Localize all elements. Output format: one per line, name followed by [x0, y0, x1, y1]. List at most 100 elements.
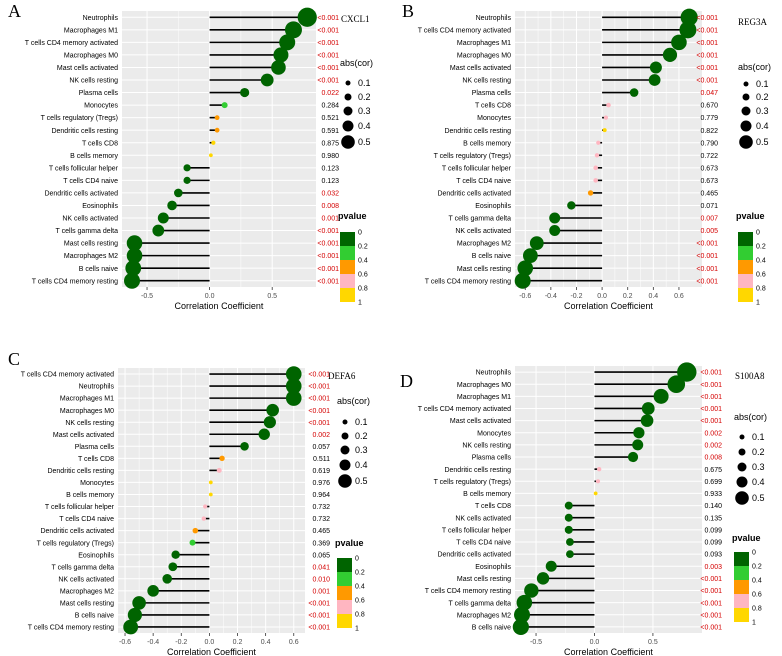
size-legend: abs(cor) 0.1 0.2 0.3 0.4 0.5 — [340, 58, 373, 149]
color-legend-title: pvalue — [338, 211, 367, 221]
x-tick-label: -0.2 — [175, 639, 187, 646]
pvalue-label: 0.591 — [321, 128, 339, 135]
lollipop-point — [627, 451, 639, 463]
lollipop-point — [662, 47, 678, 63]
category-label: Macrophages M2 — [457, 612, 511, 619]
category-label: Mast cells resting — [457, 576, 511, 583]
category-label: NK cells activated — [455, 515, 511, 522]
color-legend-swatch — [734, 566, 749, 580]
color-legend-label: 0.6 — [756, 272, 766, 279]
color-legend-label: 0 — [752, 550, 756, 557]
lollipop-point — [201, 516, 206, 521]
size-legend-dot — [342, 419, 348, 425]
category-label: Neutrophils — [79, 384, 115, 391]
category-label: T cells CD4 memory resting — [425, 588, 511, 595]
category-label: Monocytes — [80, 480, 114, 487]
lollipop-point — [126, 247, 143, 264]
category-label: T cells CD4 naive — [63, 178, 118, 185]
lollipop-point — [266, 403, 279, 417]
pvalue-label: 0.099 — [704, 540, 722, 547]
lollipop-point — [594, 153, 600, 158]
lollipop-point — [602, 128, 607, 133]
pvalue-label: <0.001 — [308, 396, 330, 403]
pvalue-label: 0.673 — [700, 178, 718, 185]
color-legend-label: 0.2 — [358, 244, 368, 251]
category-label: Macrophages M0 — [457, 53, 511, 60]
category-label: NK cells resting — [462, 442, 511, 449]
pvalue-label: 0.002 — [704, 430, 722, 437]
pvalue-label: <0.001 — [700, 382, 722, 389]
x-axis-label: Correlation Coefficient — [564, 647, 653, 656]
pvalue-label: 0.047 — [700, 90, 718, 97]
lollipop-point — [240, 441, 249, 451]
lollipop-point — [667, 375, 686, 394]
pvalue-label: <0.001 — [696, 266, 718, 273]
color-legend-label: 0.2 — [355, 570, 365, 577]
lollipop-point — [593, 165, 598, 171]
size-legend-label: 0.2 — [756, 92, 769, 102]
pvalue-label: 0.822 — [700, 128, 718, 135]
category-label: Macrophages M1 — [457, 40, 511, 47]
category-label: Monocytes — [477, 115, 511, 122]
pvalue-label: <0.001 — [696, 78, 718, 85]
category-label: T cells follicular helper — [442, 527, 512, 534]
category-label: Macrophages M0 — [457, 382, 511, 389]
panel-b: B REG3A Neutrophils <0.001 T cells CD4 memor… — [402, 1, 771, 311]
pvalue-label: 0.071 — [700, 203, 718, 210]
category-label: T cells CD4 memory resting — [425, 278, 511, 285]
lollipop-point — [564, 525, 573, 534]
lollipop-point — [596, 466, 602, 472]
pvalue-label: 0.675 — [704, 467, 722, 474]
size-legend-label: 0.3 — [358, 106, 371, 116]
size-legend-dot — [738, 448, 746, 456]
pvalue-label: 0.010 — [312, 576, 330, 583]
color-legend-swatch — [738, 274, 753, 288]
color-legend-label: 0.4 — [756, 258, 766, 265]
lollipop-point — [124, 272, 141, 289]
lollipop-point — [648, 74, 661, 86]
color-legend-swatch — [340, 232, 355, 246]
pvalue-label: <0.001 — [696, 65, 718, 72]
category-label: Dendritic cells resting — [47, 468, 114, 475]
pvalue-label: 0.976 — [312, 480, 330, 487]
lollipop-point — [564, 501, 573, 510]
category-label: T cells CD4 naive — [59, 516, 114, 523]
pvalue-label: 0.008 — [321, 203, 339, 210]
color-legend-title: pvalue — [335, 538, 364, 548]
size-legend-label: 0.4 — [756, 121, 769, 131]
category-label: Dendritic cells resting — [51, 128, 118, 135]
lollipop-point — [221, 102, 228, 109]
category-label: NK cells resting — [65, 420, 114, 427]
pvalue-label: <0.001 — [308, 408, 330, 415]
color-legend-swatch — [340, 274, 355, 288]
category-label: T cells regulatory (Tregs) — [41, 115, 118, 122]
color-legend-label: 0.8 — [752, 606, 762, 613]
lollipop-point — [593, 491, 598, 496]
pvalue-label: <0.001 — [308, 600, 330, 607]
pvalue-label: <0.001 — [317, 65, 339, 72]
lollipop-point — [633, 427, 645, 439]
pvalue-label: 0.673 — [700, 165, 718, 172]
x-tick-label: -0.5 — [141, 293, 153, 300]
x-tick-label: 0.6 — [289, 639, 299, 646]
lollipop-point — [125, 260, 142, 277]
panel-letter: D — [400, 371, 413, 391]
gene-label: DEFA6 — [328, 371, 356, 381]
size-legend-dot — [339, 459, 351, 471]
size-legend: abs(cor) 0.1 0.2 0.3 0.4 0.5 — [734, 412, 767, 505]
lollipop-point — [285, 390, 302, 406]
pvalue-label: <0.001 — [696, 253, 718, 260]
pvalue-label: <0.001 — [317, 40, 339, 47]
pvalue-label: 0.670 — [700, 103, 718, 110]
color-legend-label: 0.6 — [358, 272, 368, 279]
lollipop-point — [279, 34, 296, 51]
lollipop-point — [219, 455, 225, 462]
size-legend-dot — [343, 106, 353, 116]
lollipop-point — [536, 572, 550, 585]
category-label: T cells CD8 — [475, 103, 511, 110]
x-tick-label: 0.5 — [648, 639, 658, 646]
lollipop-point — [123, 619, 139, 635]
lollipop-point — [516, 594, 533, 611]
x-tick-label: 0.0 — [597, 293, 607, 300]
lollipop-point — [208, 492, 213, 497]
